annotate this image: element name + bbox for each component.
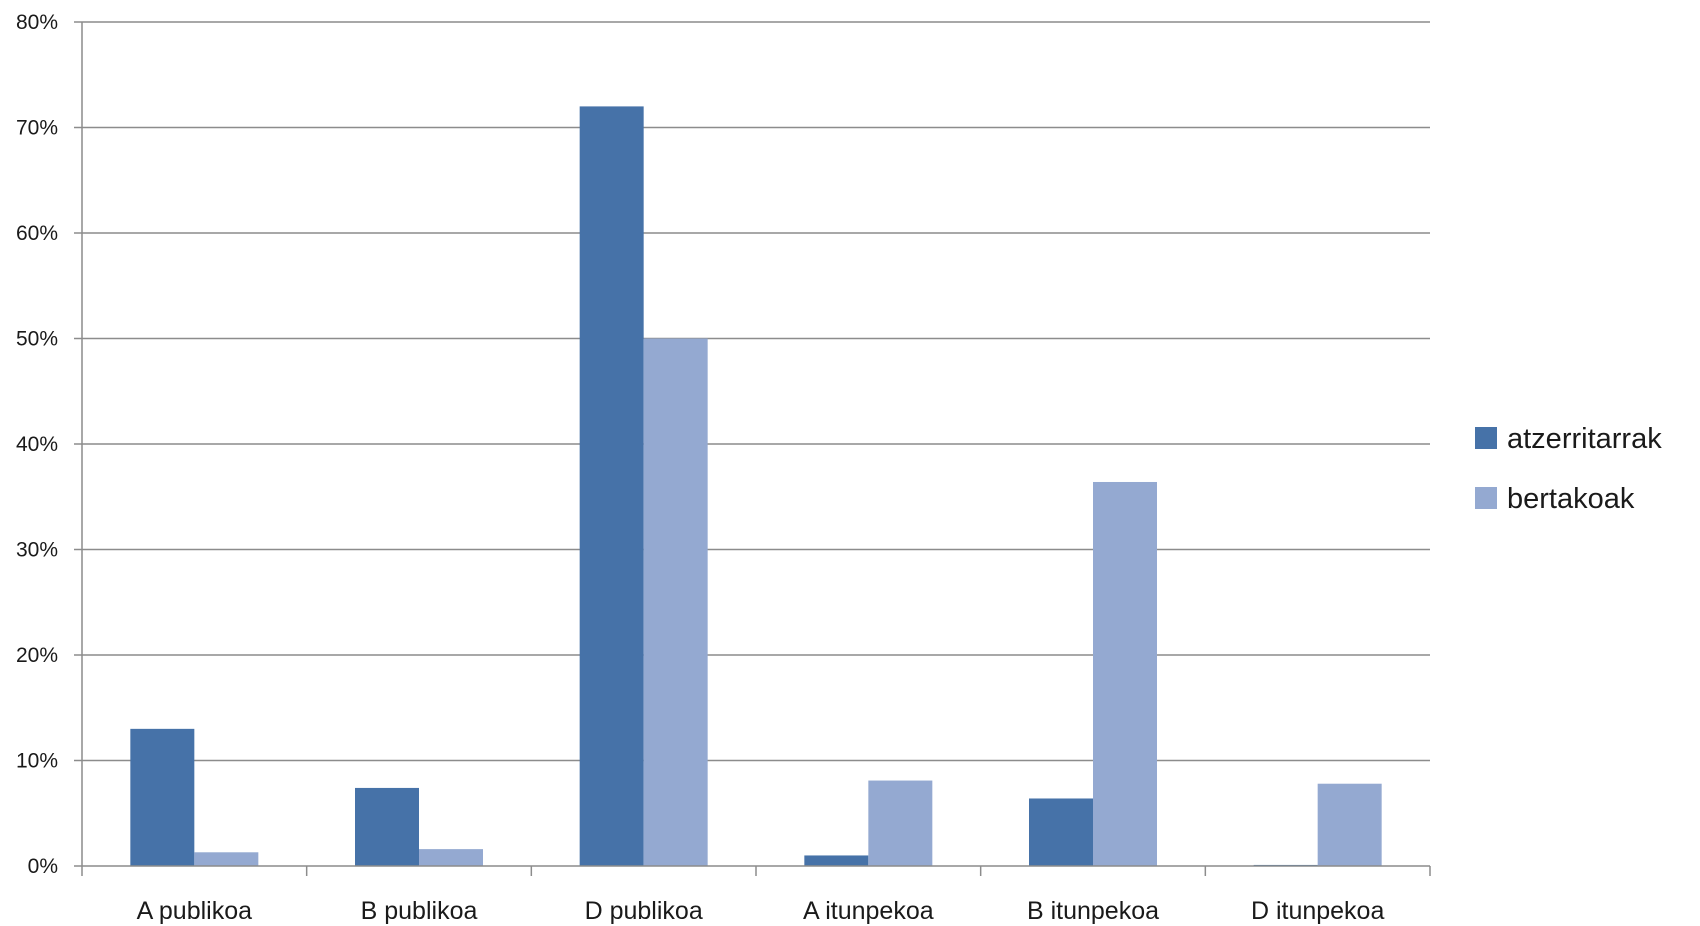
legend-swatch-atzerritarrak [1475, 427, 1497, 449]
y-tick-labels: 0% 10% 20% 30% 40% 50% 60% 70% 80% [16, 11, 58, 878]
y-tick-label: 30% [16, 539, 58, 562]
bar-bertakoak [1317, 783, 1382, 866]
bar-bertakoak [419, 849, 483, 866]
x-category-label: D itunpekoa [1251, 897, 1385, 925]
x-category-label: A publikoa [137, 897, 252, 925]
y-tick-label: 60% [16, 222, 58, 245]
y-tick-label: 80% [16, 11, 58, 34]
y-tick-label: 20% [16, 644, 58, 667]
x-category-label: B publikoa [361, 897, 478, 925]
y-tick-label: 40% [16, 433, 58, 456]
bar-bertakoak [643, 338, 708, 866]
axes [81, 22, 1431, 876]
bar-atzerritarrak [1029, 798, 1093, 866]
x-category-label: D publikoa [585, 897, 703, 925]
y-tick-label: 0% [28, 855, 58, 878]
bar-atzerritarrak [130, 728, 195, 866]
x-category-label: B itunpekoa [1027, 897, 1159, 925]
legend-swatch-bertakoak [1475, 487, 1497, 509]
bar-bertakoak [194, 852, 259, 866]
legend-label-atzerritarrak: atzerritarrak [1507, 423, 1662, 455]
bar-bertakoak [1093, 481, 1157, 866]
legend-label-bertakoak: bertakoak [1507, 483, 1635, 515]
x-category-labels: A publikoa B publikoa D publikoa A itunpeko… [137, 897, 1385, 925]
bars [130, 106, 1382, 866]
y-tick-label: 50% [16, 328, 58, 351]
bar-bertakoak [868, 780, 933, 866]
bar-atzerritarrak [579, 106, 644, 866]
x-category-label: A itunpekoa [803, 897, 934, 925]
gridlines [74, 21, 1430, 867]
legend: atzerritarrak bertakoak [1475, 423, 1662, 515]
y-tick-label: 10% [16, 750, 58, 773]
bar-atzerritarrak [804, 855, 869, 866]
y-tick-label: 70% [16, 117, 58, 140]
bar-atzerritarrak [355, 787, 419, 866]
